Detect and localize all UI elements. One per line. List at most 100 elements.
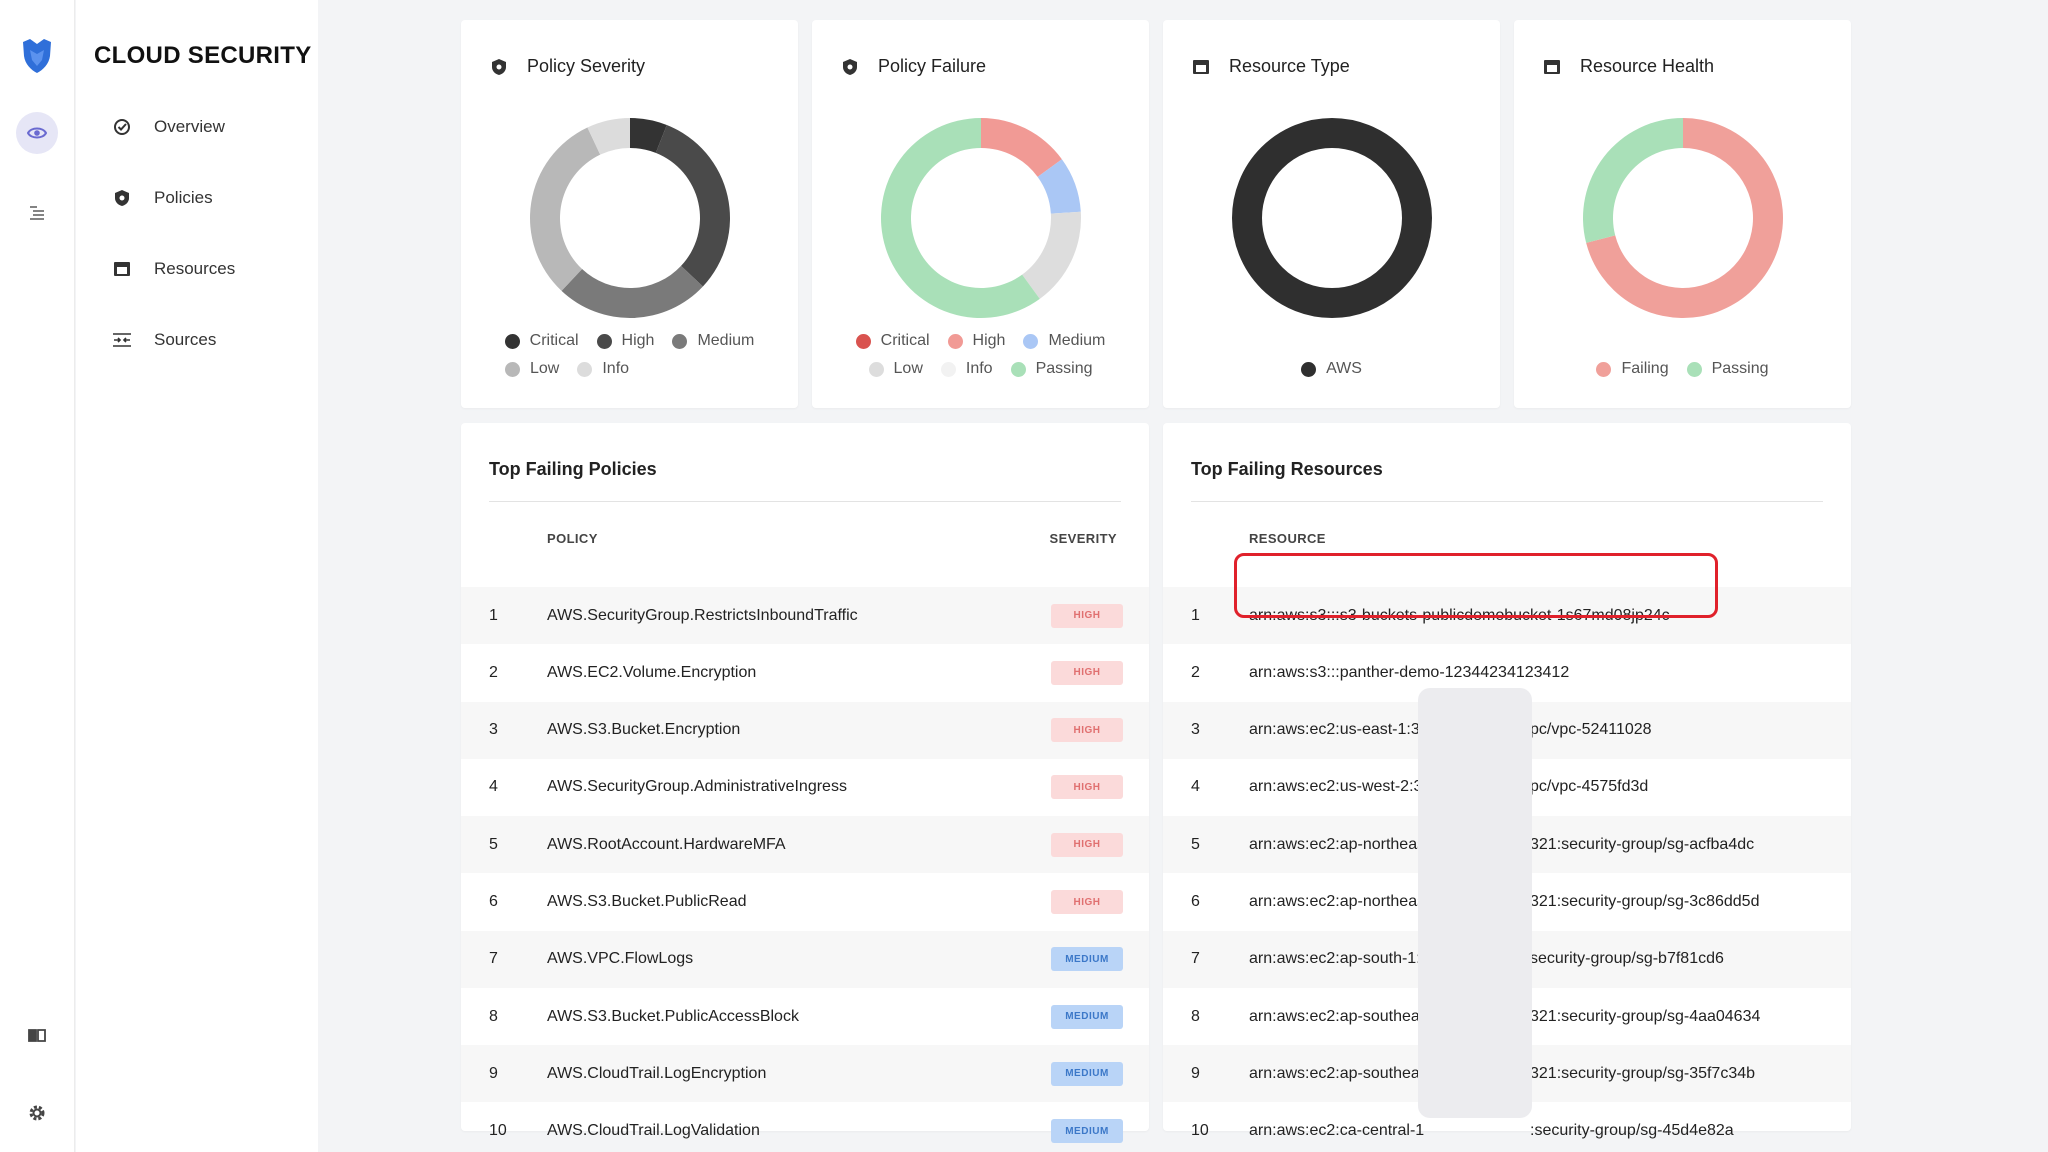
legend-label: Medium bbox=[1048, 332, 1106, 349]
book-icon[interactable] bbox=[16, 1014, 58, 1056]
policy-name[interactable]: AWS.EC2.Volume.Encryption bbox=[547, 663, 757, 681]
nav-item-sources[interactable]: Sources bbox=[112, 320, 216, 360]
legend-item[interactable]: Info bbox=[940, 360, 993, 378]
severity-badge: HIGH bbox=[1051, 603, 1123, 628]
table-row[interactable]: 4 AWS.SecurityGroup.AdministrativeIngress… bbox=[461, 759, 1149, 816]
donut-slice-critical[interactable] bbox=[629, 118, 667, 153]
policy-name[interactable]: AWS.S3.Bucket.Encryption bbox=[547, 721, 741, 739]
legend-item[interactable]: AWS bbox=[1301, 360, 1362, 378]
donut-slice-passing[interactable] bbox=[1582, 117, 1683, 243]
donut-slice-high[interactable] bbox=[655, 125, 730, 287]
resource-arn[interactable]: arn:aws:ec2:ap-northeas bbox=[1249, 835, 1426, 853]
nav-item-policies[interactable]: Policies bbox=[112, 178, 213, 218]
resource-arn[interactable]: arn:aws:ec2:ca-central-1 bbox=[1249, 1122, 1425, 1140]
legend-item[interactable]: Passing bbox=[1010, 360, 1092, 378]
column-header-severity[interactable]: SEVERITY bbox=[1049, 531, 1117, 546]
legend-swatch bbox=[940, 361, 956, 377]
eye-icon[interactable] bbox=[16, 112, 58, 154]
legend-item[interactable]: Medium bbox=[672, 332, 754, 350]
row-number: 6 bbox=[489, 893, 498, 910]
policy-name[interactable]: AWS.SecurityGroup.RestrictsInboundTraffi… bbox=[547, 606, 858, 624]
donut-slice-low[interactable] bbox=[529, 127, 600, 291]
resource-arn[interactable]: arn:aws:ec2:ap-southea bbox=[1249, 1007, 1420, 1025]
resource-arn-suffix[interactable]: security-group/sg-b7f81cd6 bbox=[1530, 950, 1724, 968]
legend-item[interactable]: Passing bbox=[1686, 360, 1769, 378]
box-icon bbox=[112, 259, 132, 279]
list-icon[interactable] bbox=[16, 192, 58, 234]
table-row[interactable]: 8 arn:aws:ec2:ap-southea 321:security-grou… bbox=[1163, 988, 1851, 1045]
resource-arn[interactable]: arn:aws:ec2:ap-south-1: bbox=[1249, 950, 1421, 968]
resource-arn-suffix[interactable]: 321:security-group/sg-acfba4dc bbox=[1530, 835, 1755, 853]
resource-arn-suffix[interactable]: 321:security-group/sg-35f7c34b bbox=[1530, 1064, 1756, 1082]
nav-item-resources[interactable]: Resources bbox=[112, 249, 235, 289]
donut-slice-aws[interactable] bbox=[1231, 118, 1432, 318]
resource-arn-suffix[interactable]: 321:security-group/sg-4aa04634 bbox=[1530, 1007, 1761, 1025]
policy-name[interactable]: AWS.S3.Bucket.PublicRead bbox=[547, 893, 747, 910]
legend-swatch bbox=[672, 333, 688, 349]
policy-name[interactable]: AWS.S3.Bucket.PublicAccessBlock bbox=[547, 1007, 799, 1025]
table-row[interactable]: 2 AWS.EC2.Volume.Encryption HIGH bbox=[461, 644, 1149, 701]
resource-arn[interactable]: arn:aws:s3:::panther-demo-12344234123412 bbox=[1249, 663, 1570, 681]
top-failing-policies-card: Top Failing Policies POLICY SEVERITY 1 AW… bbox=[461, 423, 1149, 1144]
resource-arn[interactable]: arn:aws:s3:::s3-buckets-publicdemobucket… bbox=[1249, 606, 1670, 624]
table-row[interactable]: 3 AWS.S3.Bucket.Encryption HIGH bbox=[461, 701, 1149, 759]
donut-slice-medium[interactable] bbox=[561, 265, 703, 318]
legend-item[interactable]: Low bbox=[505, 360, 559, 378]
table-header: POLICY SEVERITY bbox=[461, 531, 1149, 555]
donut-slice-medium[interactable] bbox=[1037, 159, 1081, 214]
table-row[interactable]: 6 arn:aws:ec2:ap-northeas 321:security-gro… bbox=[1163, 874, 1851, 931]
column-header-resource[interactable]: RESOURCE bbox=[1249, 531, 1326, 546]
policy-name[interactable]: AWS.SecurityGroup.AdministrativeIngress bbox=[547, 778, 847, 796]
table-row[interactable]: 10 AWS.CloudTrail.LogValidation MEDIUM bbox=[461, 1103, 1149, 1152]
donut-slice-passing[interactable] bbox=[880, 118, 1040, 318]
column-header-policy[interactable]: POLICY bbox=[547, 531, 598, 546]
resource-arn-suffix[interactable]: :security-group/sg-45d4e82a bbox=[1530, 1122, 1734, 1140]
table-row[interactable]: 9 AWS.CloudTrail.LogEncryption MEDIUM bbox=[461, 1045, 1149, 1103]
table-row[interactable]: 10 arn:aws:ec2:ca-central-1:security-grou… bbox=[1163, 1103, 1851, 1152]
resource-arn[interactable]: arn:aws:ec2:us-west-2:3 bbox=[1249, 778, 1423, 796]
table-row[interactable]: 4 arn:aws:ec2:us-west-2:3 pc/vpc-4575fd3d bbox=[1163, 759, 1851, 816]
resource-arn[interactable]: arn:aws:ec2:ap-southea bbox=[1249, 1064, 1420, 1082]
policy-name[interactable]: AWS.VPC.FlowLogs bbox=[547, 950, 694, 968]
resource-arn[interactable]: arn:aws:ec2:ap-northeas bbox=[1249, 893, 1426, 910]
card-title: Policy Failure bbox=[840, 56, 986, 77]
resource-type-donut bbox=[1231, 118, 1432, 318]
legend-item[interactable]: Medium bbox=[1023, 332, 1105, 350]
policy-name[interactable]: AWS.CloudTrail.LogValidation bbox=[547, 1122, 760, 1140]
resource-health-donut bbox=[1582, 117, 1783, 318]
legend-item[interactable]: Low bbox=[868, 360, 923, 378]
donut-slice-info[interactable] bbox=[586, 118, 630, 155]
table-row[interactable]: 5 AWS.RootAccount.HardwareMFA HIGH bbox=[461, 816, 1149, 874]
legend-item[interactable]: Info bbox=[577, 360, 629, 378]
legend-item[interactable]: High bbox=[947, 332, 1005, 350]
row-number: 1 bbox=[489, 606, 498, 624]
table-row[interactable]: 1 arn:aws:s3:::s3-buckets-publicdemobucke… bbox=[1163, 587, 1851, 644]
resource-arn-suffix[interactable]: 321:security-group/sg-3c86dd5d bbox=[1530, 893, 1760, 910]
table-row[interactable]: 6 AWS.S3.Bucket.PublicRead HIGH bbox=[461, 874, 1149, 931]
resource-type-card: Resource Type AWS bbox=[1163, 20, 1500, 408]
card-title-text: Policy Severity bbox=[527, 56, 646, 76]
gear-icon[interactable] bbox=[16, 1092, 58, 1134]
nav-item-overview[interactable]: Overview bbox=[112, 107, 225, 147]
panther-logo-icon[interactable] bbox=[21, 38, 53, 74]
donut-slice-failing[interactable] bbox=[1585, 118, 1783, 318]
card-title-text: Policy Failure bbox=[878, 56, 987, 76]
policy-name[interactable]: AWS.CloudTrail.LogEncryption bbox=[547, 1064, 767, 1082]
severity-badge: MEDIUM bbox=[1051, 1061, 1123, 1086]
legend-item[interactable]: Failing bbox=[1596, 360, 1669, 378]
policy-name[interactable]: AWS.RootAccount.HardwareMFA bbox=[547, 835, 786, 853]
legend-item[interactable]: High bbox=[596, 332, 654, 350]
legend-item[interactable]: Critical bbox=[504, 332, 579, 350]
donut-slice-low[interactable] bbox=[1021, 211, 1081, 299]
table-row[interactable]: 2 arn:aws:s3:::panther-demo-1234423412341… bbox=[1163, 644, 1851, 701]
resource-arn[interactable]: arn:aws:ec2:us-east-1:3 bbox=[1249, 721, 1420, 739]
resource-arn-suffix[interactable]: pc/vpc-52411028 bbox=[1530, 721, 1652, 739]
table-row[interactable]: 7 AWS.VPC.FlowLogs MEDIUM bbox=[461, 930, 1149, 988]
resource-arn-suffix[interactable]: pc/vpc-4575fd3d bbox=[1530, 778, 1649, 796]
redaction-overlay bbox=[1418, 688, 1532, 1118]
legend-swatch bbox=[577, 361, 593, 377]
table-row[interactable]: 1 AWS.SecurityGroup.RestrictsInboundTraff… bbox=[461, 587, 1149, 644]
legend-item[interactable]: Critical bbox=[855, 332, 930, 350]
donut-slice-high[interactable] bbox=[980, 118, 1062, 177]
table-row[interactable]: 8 AWS.S3.Bucket.PublicAccessBlock MEDIUM bbox=[461, 988, 1149, 1045]
